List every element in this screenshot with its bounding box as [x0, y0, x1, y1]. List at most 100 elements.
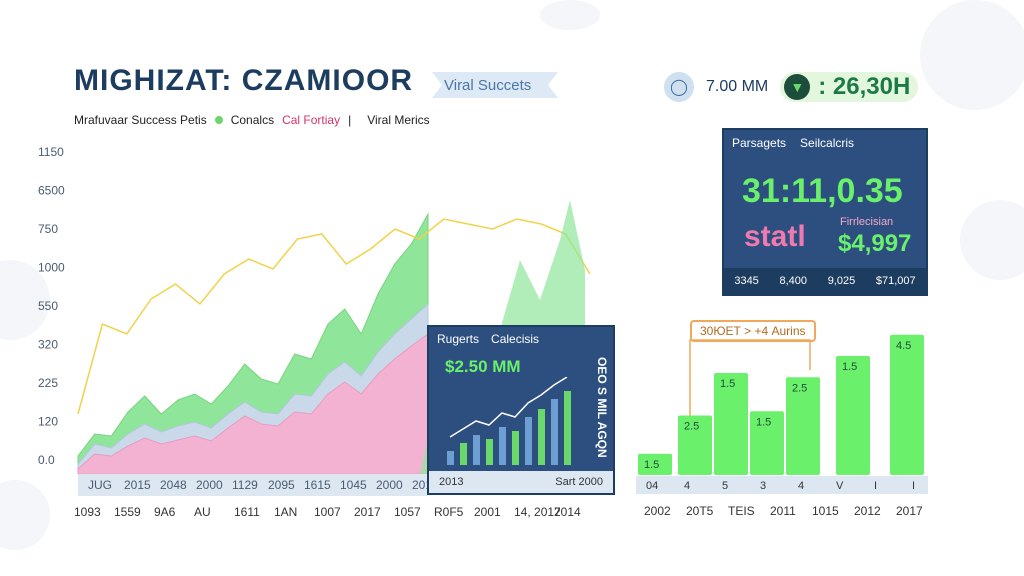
inset-mini-chart: [447, 377, 571, 465]
y-tick-label: 6500: [38, 184, 65, 198]
bg-circle: [540, 0, 600, 30]
subtitle-c: Cal Fortiay: [282, 113, 341, 127]
inset-foot-left: 2013: [439, 476, 464, 488]
bar: [750, 411, 784, 475]
x-bottom-label: 2001: [474, 505, 501, 519]
inset-tab-2[interactable]: Calecisis: [491, 332, 540, 346]
x-bottom-label: 9A6: [154, 505, 176, 519]
x-tick-label: JUG: [88, 478, 112, 492]
user-icon[interactable]: ◯: [664, 72, 694, 102]
subtitle-sep: |: [348, 113, 352, 127]
x-tick-label: 2000: [196, 478, 223, 492]
bar-x-bottom: TEIS: [728, 504, 755, 518]
bar-x-tick: 4: [798, 480, 804, 492]
inset-tabs: Rugerts Calecisis: [429, 327, 613, 351]
stats-foot-2: 8,400: [779, 275, 808, 287]
inset-bar: [473, 435, 480, 465]
stats-card-tabs: Parsagets Seilcalcris: [724, 130, 926, 156]
x-bottom-label: 2014: [554, 505, 581, 519]
bar-x-bottom: 2011: [770, 504, 796, 518]
stats-tab-2[interactable]: Seilcalcris: [800, 136, 855, 150]
bar-value-label: 1.5: [720, 378, 735, 390]
x-bottom-label: AU: [194, 505, 211, 519]
inset-card: Rugerts Calecisis $2.50 MM OEO S MIL AGQ…: [427, 325, 615, 495]
stats-sub-label: Firrlecisian: [840, 216, 894, 228]
bar-value-label: 4.5: [896, 340, 911, 352]
x-tick-label: 1129: [232, 478, 258, 492]
stats-tab-1[interactable]: Parsagets: [732, 136, 787, 150]
area-series-2: [77, 333, 429, 475]
x-bottom-label: 1611: [234, 505, 260, 519]
x-tick-label: 1615: [304, 478, 331, 492]
bar-x-band: [636, 476, 928, 494]
bar-x-tick: V: [836, 480, 844, 492]
bar-x-bottom: 1015: [812, 504, 839, 518]
bar-x-tick: 4: [684, 480, 690, 492]
inset-bar: [538, 409, 545, 465]
bar-x-bottom: 20T5: [686, 504, 714, 518]
bar-value-label: 1.5: [842, 361, 857, 373]
inset-bar: [486, 439, 493, 465]
inset-value: $2.50 MM: [445, 357, 521, 376]
x-bottom-label: 1559: [114, 505, 141, 519]
bar-x-bottom: 2017: [896, 504, 923, 518]
bar-chart: 1.5 2.5 1.5 1.5 2.5 1.5 4.5 04 4 5 3 4 V I I 2002 20T5…: [636, 334, 928, 518]
x-bottom-label: 1057: [394, 505, 421, 519]
y-tick-label: 550: [38, 299, 58, 313]
inset-bar: [551, 399, 558, 465]
stats-card: Parsagets Seilcalcris 31:11,0.35 statl F…: [722, 128, 928, 296]
inset-tab-1[interactable]: Rugerts: [437, 332, 480, 346]
y-tick-label: 320: [38, 338, 58, 352]
bar: [836, 356, 870, 475]
x-tick-label: 2048: [160, 478, 187, 492]
bar-x-bottom: 2002: [644, 504, 671, 518]
inset-bar: [460, 443, 467, 465]
subtitle-a: Mrafuvaar Success Petis: [74, 113, 207, 127]
inset-bar: [525, 417, 532, 465]
bg-circle: [920, 0, 1024, 110]
bar-x-tick: I: [912, 480, 915, 492]
x-tick-label: 2015: [124, 478, 151, 492]
bar-x-tick: 3: [760, 480, 766, 492]
stats-money: $4,997: [838, 230, 912, 257]
stats-foot-1: 3345: [734, 275, 759, 287]
bar-x-tick: 5: [722, 480, 728, 492]
x-tick-label: 2095: [268, 478, 295, 492]
y-tick-label: 120: [38, 415, 58, 429]
bar-value-label: 2.5: [792, 382, 807, 394]
x-bottom-label: 1093: [74, 505, 101, 519]
inset-bar: [512, 431, 519, 465]
x-bottom-label: 1AN: [274, 505, 297, 519]
x-bottom-label: 1007: [314, 505, 341, 519]
stat-pill: ▼ : 26,30H: [780, 72, 919, 102]
inset-vertical: OEO S MIL AGQN: [595, 357, 609, 458]
mm-value: 7.00 MM: [706, 78, 769, 95]
x-bottom-label: 14, 2017: [514, 505, 561, 519]
shield-icon: ▼: [784, 74, 811, 100]
subtitle-row: Mrafuvaar Success Petis Conalcs Cal Fort…: [74, 113, 430, 127]
bar: [638, 453, 672, 475]
y-tick-label: 1150: [38, 145, 64, 159]
y-tick-label: 1000: [38, 261, 65, 275]
bg-circle: [960, 200, 1024, 280]
x-bottom-label: R0F5: [434, 505, 464, 519]
subtitle-b: Conalcs: [230, 113, 275, 127]
inset-trend-line: [449, 377, 568, 438]
stats-footer: 3345 8,400 9,025 $71,007: [724, 268, 926, 294]
bar-x-bottom: 2012: [854, 504, 881, 518]
bar-value-label: 1.5: [644, 459, 659, 471]
bar-x-tick: 04: [646, 480, 658, 492]
big-stat: : 26,30H: [818, 73, 911, 100]
x-tick-label: 2000: [376, 478, 403, 492]
top-right-stats: ◯ 7.00 MM ▼ : 26,30H: [664, 72, 919, 102]
stats-foot-4: $71,007: [875, 275, 916, 287]
stats-foot-3: 9,025: [827, 275, 856, 287]
stats-pink-word: statl: [744, 220, 806, 253]
bar: [890, 334, 924, 475]
y-tick-label: 0.0: [38, 453, 55, 467]
bar: [786, 377, 820, 475]
y-tick-label: 225: [38, 376, 58, 390]
bar: [714, 373, 748, 475]
stats-big-value: 31:11,0.35: [742, 172, 903, 210]
callout-connector: [689, 339, 811, 420]
